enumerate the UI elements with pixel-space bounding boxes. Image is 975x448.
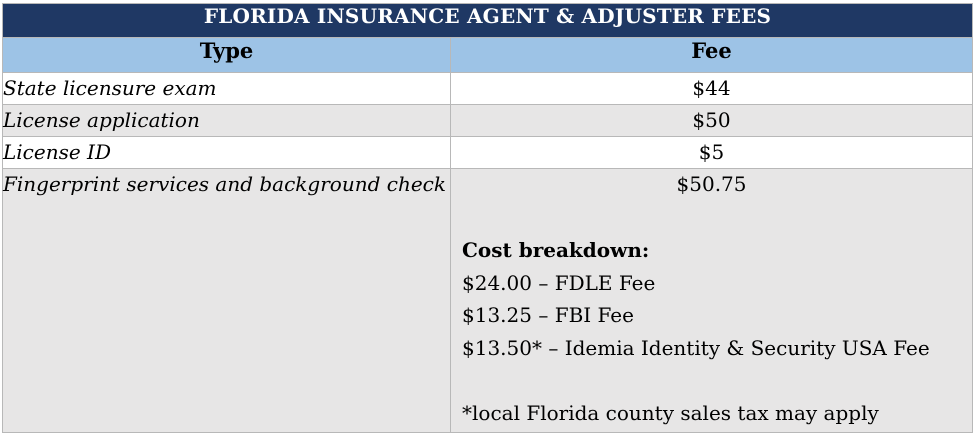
fees-table: FLORIDA INSURANCE AGENT & ADJUSTER FEES … [1,3,974,433]
type-cell: Fingerprint services and background chec… [2,168,451,433]
header-row: Type Fee [2,37,974,73]
column-header-fee: Fee [449,37,974,73]
breakdown-item-idemia: $13.50* – Idemia Identity & Security USA… [462,335,930,360]
type-cell: State licensure exam [2,72,451,105]
table-row: License application $50 [2,104,974,137]
sales-tax-note: *local Florida county sales tax may appl… [462,401,879,425]
type-cell: License application [2,104,451,137]
fee-cell: $5 [449,136,974,169]
fee-cell: $50 [449,104,974,137]
table-row: State licensure exam $44 [2,72,974,105]
fee-cell-breakdown: $50.75 Cost breakdown: $24.00 – FDLE Fee… [449,168,974,433]
table-row: Fingerprint services and background chec… [2,168,974,433]
table-row: License ID $5 [2,136,974,169]
column-header-type: Type [2,37,451,73]
breakdown-item-fdle: $24.00 – FDLE Fee [462,270,656,295]
fee-cell: $44 [449,72,974,105]
breakdown-item-fbi: $13.25 – FBI Fee [462,303,634,327]
breakdown-heading: Cost breakdown: [462,238,650,262]
fee-value: $50.75 [676,172,747,196]
type-cell: License ID [2,136,451,169]
table-title: FLORIDA INSURANCE AGENT & ADJUSTER FEES [1,3,974,38]
cost-breakdown: Cost breakdown: $24.00 – FDLE Fee $13.25… [451,234,972,430]
title-row: FLORIDA INSURANCE AGENT & ADJUSTER FEES [1,3,974,38]
fees-table-container: FLORIDA INSURANCE AGENT & ADJUSTER FEES … [1,3,974,443]
